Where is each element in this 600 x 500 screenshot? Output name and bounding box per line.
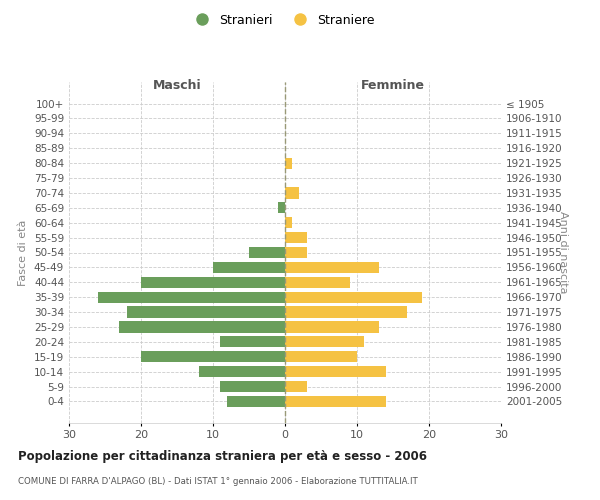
- Bar: [285, 322, 379, 332]
- Bar: [141, 276, 285, 288]
- Bar: [249, 247, 285, 258]
- Text: COMUNE DI FARRA D'ALPAGO (BL) - Dati ISTAT 1° gennaio 2006 - Elaborazione TUTTIT: COMUNE DI FARRA D'ALPAGO (BL) - Dati IST…: [18, 478, 418, 486]
- Bar: [285, 366, 386, 378]
- Bar: [220, 381, 285, 392]
- Bar: [285, 292, 422, 303]
- Text: Popolazione per cittadinanza straniera per età e sesso - 2006: Popolazione per cittadinanza straniera p…: [18, 450, 427, 463]
- Bar: [141, 351, 285, 362]
- Bar: [213, 262, 285, 273]
- Bar: [285, 247, 307, 258]
- Bar: [285, 262, 379, 273]
- Bar: [199, 366, 285, 378]
- Bar: [278, 202, 285, 213]
- Bar: [285, 306, 407, 318]
- Bar: [98, 292, 285, 303]
- Bar: [285, 188, 299, 198]
- Text: Femmine: Femmine: [361, 78, 425, 92]
- Bar: [127, 306, 285, 318]
- Y-axis label: Fasce di età: Fasce di età: [19, 220, 28, 286]
- Bar: [285, 381, 307, 392]
- Bar: [285, 276, 350, 288]
- Legend: Stranieri, Straniere: Stranieri, Straniere: [184, 8, 380, 32]
- Y-axis label: Anni di nascita: Anni di nascita: [558, 211, 568, 294]
- Bar: [285, 336, 364, 347]
- Bar: [285, 232, 307, 243]
- Bar: [220, 336, 285, 347]
- Bar: [285, 217, 292, 228]
- Bar: [285, 351, 357, 362]
- Bar: [285, 396, 386, 407]
- Bar: [285, 158, 292, 168]
- Text: Maschi: Maschi: [152, 78, 202, 92]
- Bar: [119, 322, 285, 332]
- Bar: [227, 396, 285, 407]
